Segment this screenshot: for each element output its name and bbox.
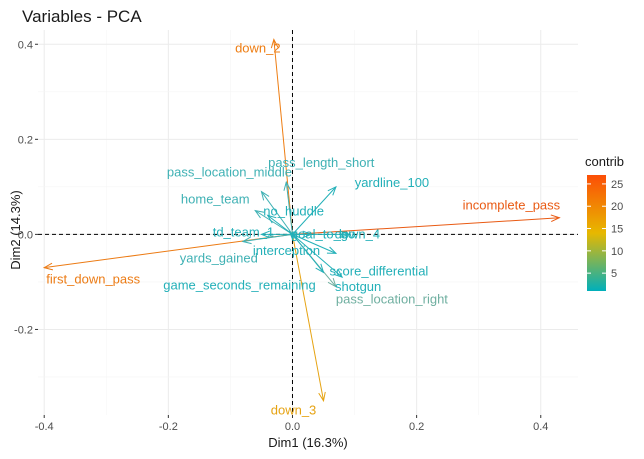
variable-label: pass_location_right: [336, 292, 448, 307]
variable-label: yardline_100: [355, 175, 429, 190]
variable-labels: incomplete_pass first_down_pass down_2down…: [46, 41, 560, 418]
variable-label: yards_gained: [180, 251, 258, 266]
variable-arrowhead: [283, 180, 292, 191]
reference-lines: [38, 30, 578, 415]
legend-tick-label: 20: [611, 201, 623, 213]
variable-arrow: [285, 182, 293, 235]
legend-title: contrib: [585, 154, 624, 169]
x-axis-title: Dim1 (16.3%): [268, 435, 347, 450]
variable-arrow: [292, 234, 324, 273]
legend-colorbar: [587, 175, 606, 291]
variable-arrow: [292, 233, 337, 254]
variable-arrow: [267, 214, 293, 235]
y-axis-title: Dim2 (14.3%): [8, 190, 23, 269]
grid: [38, 30, 578, 415]
variable-arrowhead: [270, 38, 279, 49]
variable-arrowhead: [318, 391, 326, 403]
legend-tick-label: 25: [611, 179, 623, 191]
variable-arrow: [261, 191, 293, 235]
y-tick-label: 0.2: [18, 134, 33, 146]
variable-arrowhead: [315, 263, 325, 274]
variable-label: pass_location_middle: [167, 165, 292, 180]
variable-arrow: [273, 39, 293, 235]
variable-label: down_4: [335, 226, 381, 241]
legend-tick-label: 5: [611, 268, 617, 280]
x-tick-label: 0.2: [409, 421, 424, 433]
variable-label: goal_to_go: [291, 226, 355, 241]
x-axis-ticks: -0.4 -0.2 0.0 0.2 0.4: [35, 415, 548, 433]
variable-label: shotgun: [335, 279, 381, 294]
variable-arrows: [42, 38, 561, 403]
variable-arrow: [254, 210, 293, 235]
variable-label: score_differential: [330, 263, 429, 278]
y-tick-label: -0.2: [14, 324, 33, 336]
variable-arrowhead: [266, 214, 277, 224]
variable-arrowhead: [339, 230, 350, 239]
variable-arrow: [291, 234, 325, 401]
chart-title: Variables - PCA: [22, 7, 142, 26]
variable-arrow: [292, 234, 343, 278]
variable-arrowhead: [42, 262, 54, 271]
x-tick-label: -0.4: [35, 421, 54, 433]
x-tick-label: 0.4: [533, 421, 548, 433]
variable-label: no_huddle: [263, 203, 324, 218]
variable-arrowhead: [241, 236, 252, 245]
legend-tick-label: 10: [611, 246, 623, 258]
variable-arrowhead: [327, 277, 337, 288]
variable-arrow: [292, 217, 560, 235]
variable-label: down_2: [235, 41, 281, 56]
variable-arrow: [292, 186, 337, 235]
variable-arrowhead: [254, 209, 265, 219]
legend-tick-label: 15: [611, 224, 623, 236]
x-tick-label: 0.0: [285, 421, 300, 433]
variable-label: game_seconds_remaining: [163, 277, 315, 292]
y-axis-ticks: -0.2 0.0 0.2 0.4: [14, 39, 38, 336]
y-tick-label: 0.0: [18, 229, 33, 241]
variable-arrowhead: [550, 214, 561, 223]
variable-label: incomplete_pass: [463, 198, 561, 213]
variable-label: td_team_1: [213, 224, 274, 239]
variable-label: down_3: [271, 403, 317, 418]
variable-label: interception: [253, 243, 320, 258]
variable-arrow: [242, 233, 293, 243]
variable-arrowhead: [288, 230, 297, 241]
variable-arrowhead: [260, 230, 270, 239]
variable-arrowhead: [326, 246, 338, 254]
variable-label: pass_length_short: [268, 155, 375, 170]
variable-arrowhead: [260, 190, 270, 201]
variable-label: home_team: [181, 192, 250, 207]
variable-arrowhead: [327, 185, 337, 196]
variable-label: first_down_pass: [46, 272, 140, 287]
variable-arrowhead: [333, 268, 344, 279]
x-tick-label: -0.2: [159, 421, 178, 433]
y-tick-label: 0.4: [18, 39, 33, 51]
legend: contrib 5 10 15 20 25: [585, 154, 624, 291]
